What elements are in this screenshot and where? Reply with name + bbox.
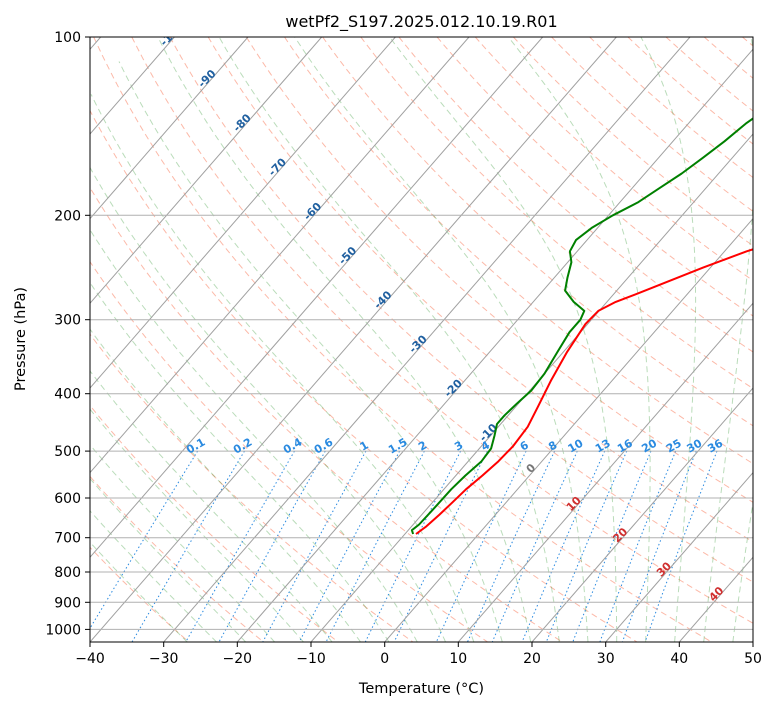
x-tick-label: 0 [380,651,389,667]
dry-adiabat-line [90,186,563,642]
isotherm-line [90,37,249,220]
x-tick-label: −40 [75,651,105,667]
isotherm-line [90,37,617,642]
dry-adiabat-line [627,37,753,145]
moist-adiabat-line [90,281,390,642]
dry-adiabat-line [398,37,753,353]
dry-adiabat-line [90,260,488,642]
mixing-ratio-line [364,450,462,642]
dry-adiabat-line [322,37,753,427]
dry-adiabat-line [513,37,753,247]
mixing-ratio-line [90,450,199,630]
moist-adiabat-line [118,61,503,642]
moist-adiabat-line [640,37,697,642]
moist-adiabat-line [90,370,333,642]
x-tick-label: −30 [149,651,179,667]
profile-series [410,117,753,535]
isotherm-line [384,217,753,642]
mixing-ratio-line [298,450,401,642]
y-tick-label: 200 [54,208,81,224]
isobar-grid [90,37,753,630]
isotherm-line [90,37,396,389]
mixing-ratio-line [435,450,527,642]
x-tick-label: 20 [523,651,541,667]
moist-adiabat-line [703,37,753,642]
isotherm-line [605,471,753,642]
dewpoint-profile-line [410,117,753,535]
moist-adiabat-line [90,94,475,642]
y-axis-ticks: 100 200 300 400 500 600 700 800 900 1000 [45,30,90,638]
isotherm-line [531,387,753,642]
y-tick-label: 800 [54,565,81,581]
y-tick-label: 700 [54,531,81,547]
dry-adiabat-line [207,37,753,543]
moist-adiabat-line [508,37,651,642]
x-axis-label: Temperature (°C) [358,681,484,697]
dry-adiabat-line [360,37,753,390]
y-tick-label: 600 [54,491,81,507]
mixing-ratio-line [393,450,488,642]
dry-adiabat-line [90,404,339,642]
y-axis-label: Pressure (hPa) [13,287,29,391]
y-tick-label: 300 [54,313,81,329]
x-tick-label: 50 [744,651,762,667]
isotherm-line [90,37,470,474]
x-tick-label: −20 [223,651,253,667]
isotherm-line [90,37,544,559]
moist-adiabat-line [90,328,362,642]
isotherm-line [90,37,323,305]
y-tick-label: 400 [54,387,81,403]
mixing-ratio-line [262,450,367,642]
dry-adiabat-line [90,333,414,642]
x-tick-label: −10 [296,651,326,667]
mixing-ratio-line [185,450,295,642]
chart-title: wetPf2_S197.2025.012.10.19.R01 [285,12,557,32]
y-tick-label: 100 [54,30,81,46]
isotherm-line [457,302,753,642]
dry-adiabat-line [169,37,753,583]
mixing-ratio-line [621,450,697,642]
isotherm-label: -100 [158,20,187,49]
x-tick-label: 10 [449,651,467,667]
isotherm-line [163,37,691,642]
dry-adiabat-line [245,37,753,503]
mixing-ratio-line [572,450,652,642]
y-tick-label: 900 [54,595,81,611]
dry-adiabat-line [93,37,712,642]
y-tick-label: 500 [54,444,81,460]
dry-adiabat-line [90,109,638,642]
mixing-ratio-line [325,450,425,642]
mixing-ratio-line [599,450,677,642]
moist-adiabat-line [732,499,753,642]
isotherm-line [236,48,753,642]
mixing-ratio-line [218,450,326,642]
dry-adiabat-line [589,37,753,179]
mixing-ratio-line [467,450,556,642]
x-tick-label: 30 [597,651,615,667]
plot-frame [89,36,754,643]
plot-area: 0.10.20.40.611.52346810131620253036-100-… [90,20,753,642]
temperature-profile-line [415,248,753,535]
dry-adiabat-line [131,37,753,624]
mixing-ratio-lines [90,450,718,642]
x-axis-ticks: −40 −30 −20 −10 0 10 20 30 40 50 [75,642,762,667]
dry-adiabat-line [474,37,753,282]
moist-adiabat-line [294,37,589,642]
y-tick-label: 1000 [45,622,81,638]
x-tick-label: 40 [670,651,688,667]
